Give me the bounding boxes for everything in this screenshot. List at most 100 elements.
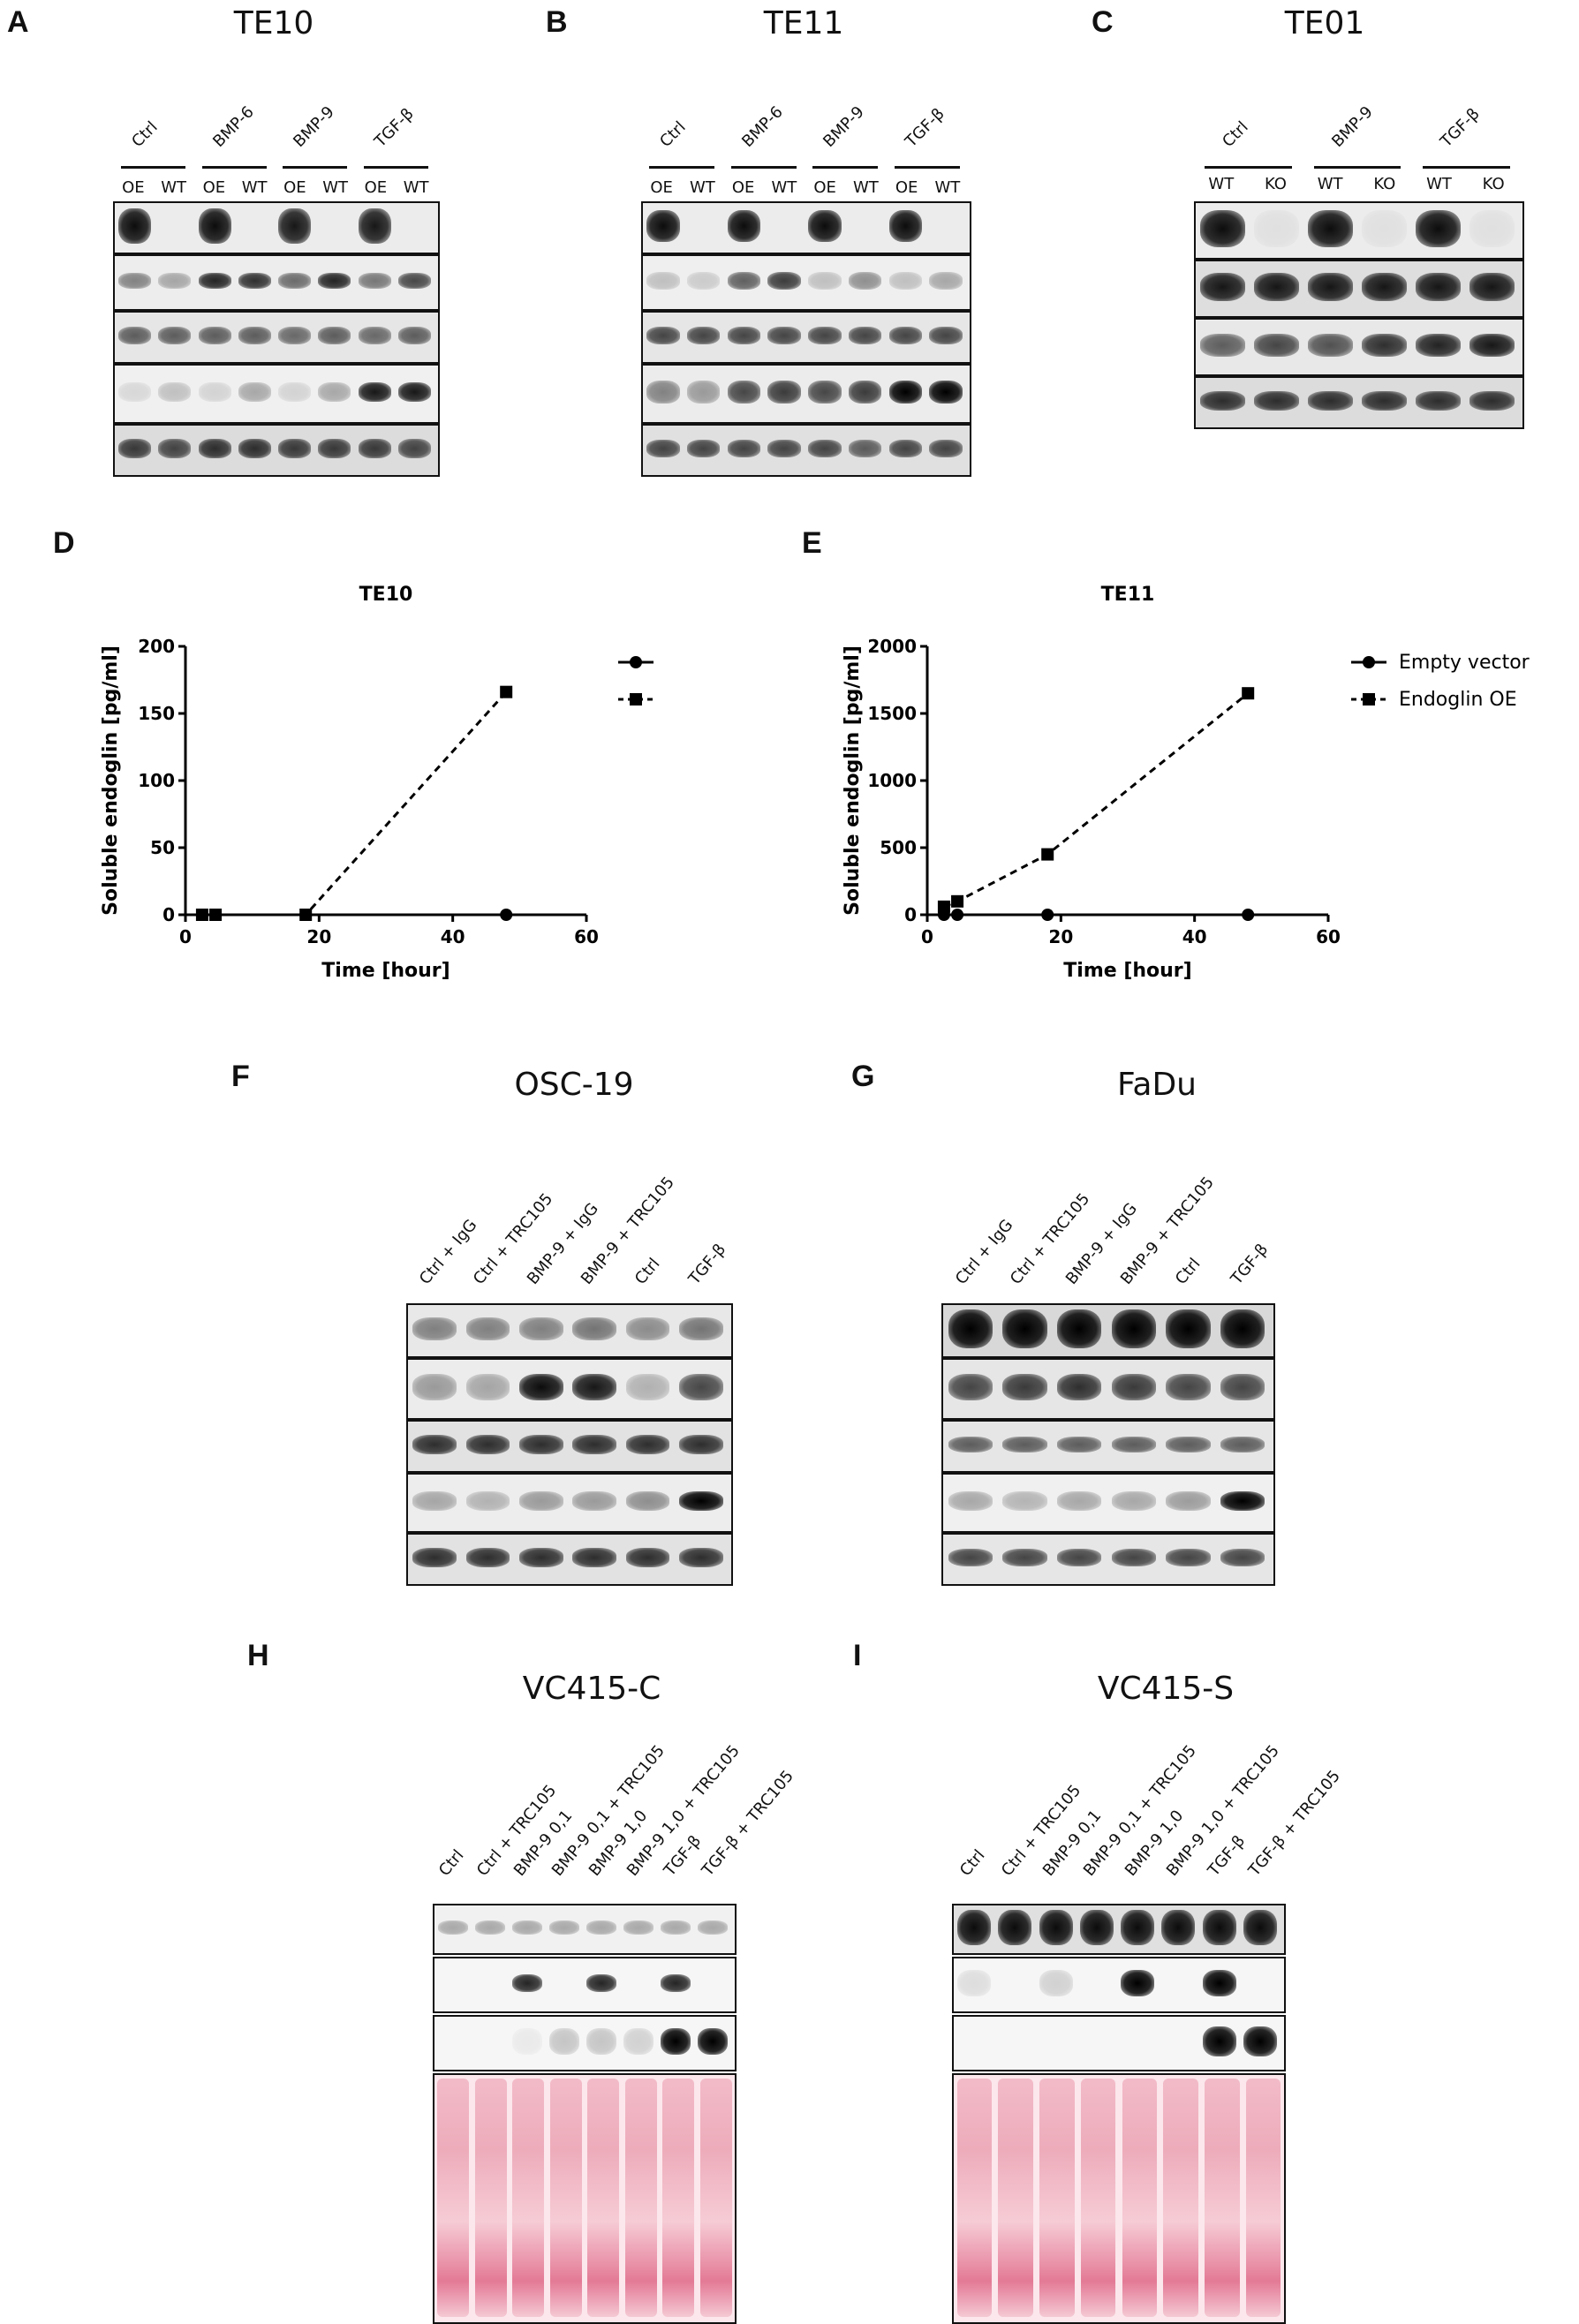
ponceau-lane <box>998 2079 1033 2317</box>
blot-band <box>1166 1374 1211 1400</box>
blot-band <box>474 1920 506 1935</box>
blot-band <box>511 1920 543 1935</box>
blot-band <box>929 440 963 457</box>
blot-band <box>412 1435 457 1454</box>
data-point-square <box>1041 848 1054 861</box>
blot-band <box>697 1920 729 1935</box>
group-underline <box>730 166 797 169</box>
blot-band <box>888 327 923 344</box>
y-axis-label: Soluble endoglin [pg/ml] <box>842 645 864 916</box>
blot-band <box>1416 334 1461 357</box>
treatment-group-label: Ctrl <box>656 117 691 151</box>
blot-band <box>767 272 801 290</box>
blot-band <box>1056 1309 1102 1348</box>
blot-strip <box>641 254 971 311</box>
blot-band <box>1362 334 1407 357</box>
blot-band <box>278 327 312 344</box>
panel-letter-a: A <box>7 5 29 39</box>
blot-band <box>1002 1374 1047 1400</box>
treatment-group-label: BMP-6 <box>738 102 787 151</box>
blot-band <box>1166 1309 1211 1348</box>
ponceau-lane <box>1039 2079 1075 2317</box>
blot-band <box>848 327 882 344</box>
blot-band <box>412 1317 457 1340</box>
treatment-group-label: Ctrl <box>1219 117 1252 151</box>
blot-band <box>1002 1437 1047 1452</box>
blot-strip <box>952 2073 1286 2324</box>
blot-band <box>278 208 312 244</box>
group-underline <box>1313 166 1401 169</box>
ponceau-lane <box>1080 2079 1116 2317</box>
blot-band <box>465 1435 510 1454</box>
blot-band <box>1202 1970 1236 1996</box>
legend-marker-square <box>1363 693 1375 706</box>
group-underline <box>894 166 960 169</box>
blot-band <box>808 440 842 457</box>
lane-genotype-label: KO <box>1482 175 1505 193</box>
panel-title-b: TE11 <box>763 5 844 42</box>
data-point-circle <box>1242 909 1255 921</box>
blot-strip <box>406 1358 733 1420</box>
blot-band <box>686 440 721 457</box>
blot-band <box>679 1317 723 1340</box>
blot-band <box>548 2028 580 2055</box>
blot-strip <box>433 2073 737 2324</box>
blot-band <box>1079 1910 1114 1945</box>
blot-band <box>358 439 391 458</box>
y-tick-label: 150 <box>138 703 175 724</box>
blot-band <box>412 1491 457 1511</box>
ponceau-lane <box>1122 2079 1157 2317</box>
chart-title: TE11 <box>1101 584 1155 606</box>
blot-band <box>1056 1437 1102 1452</box>
panel-letter-f: F <box>231 1060 250 1093</box>
blot-band <box>767 440 801 457</box>
blot-strip <box>941 1473 1275 1533</box>
blot-band <box>1469 273 1515 301</box>
lane-genotype-label: OE <box>202 178 226 197</box>
blot-band <box>198 439 231 458</box>
blot-band <box>1469 334 1515 357</box>
blot-band <box>808 381 842 404</box>
lane-genotype-label: OE <box>283 178 306 197</box>
blot-band <box>679 1491 723 1511</box>
blot-band <box>1200 273 1245 301</box>
blot-band <box>519 1317 563 1340</box>
y-tick-label: 1000 <box>867 770 917 791</box>
panel-title-i: VC415-S <box>1097 1671 1235 1707</box>
group-underline <box>363 166 428 169</box>
blot-band <box>437 1920 469 1935</box>
treatment-group-label: TGF-β <box>370 104 418 151</box>
blot-band <box>1416 273 1461 301</box>
blot-strip <box>641 424 971 477</box>
lane-label: TGF-β <box>1227 1240 1272 1288</box>
ponceau-lane <box>474 2079 507 2317</box>
blot-band <box>1416 210 1461 247</box>
blot-band <box>929 272 963 290</box>
blot-band <box>660 1974 691 1992</box>
ponceau-lane <box>512 2079 545 2317</box>
ponceau-lane <box>587 2079 620 2317</box>
blot-strip <box>433 1957 737 2013</box>
blot-band <box>767 327 801 344</box>
group-underline <box>283 166 348 169</box>
blot-band <box>465 1491 510 1511</box>
data-point-square <box>951 894 964 908</box>
x-axis-label: Time [hour] <box>321 960 450 982</box>
blot-band <box>198 273 231 289</box>
blot-band <box>808 210 842 242</box>
legend-marker-circle <box>630 656 642 668</box>
treatment-group-label: TGF-β <box>902 104 948 151</box>
blot-band <box>1200 391 1245 411</box>
blot-band <box>1200 334 1245 357</box>
data-point-circle <box>500 909 513 921</box>
blot-band <box>118 382 152 402</box>
blot-band <box>572 1435 616 1454</box>
blot-band <box>1111 1309 1157 1348</box>
data-point-square <box>937 900 950 913</box>
blot-band <box>929 327 963 344</box>
blot-band <box>397 327 431 344</box>
blot-strip <box>406 1533 733 1586</box>
panel-letter-b: B <box>546 5 568 39</box>
blot-band <box>1161 1910 1196 1945</box>
panel-letter-i: I <box>853 1639 862 1672</box>
